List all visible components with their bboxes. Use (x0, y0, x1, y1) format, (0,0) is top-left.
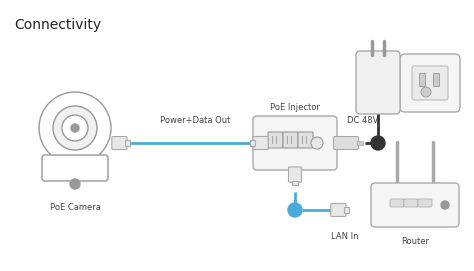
Text: DC 48V: DC 48V (347, 116, 379, 125)
FancyBboxPatch shape (418, 199, 432, 207)
FancyBboxPatch shape (283, 132, 298, 148)
Text: PoE Injector: PoE Injector (270, 103, 320, 112)
FancyBboxPatch shape (356, 51, 400, 114)
FancyBboxPatch shape (400, 54, 460, 112)
Circle shape (62, 115, 88, 141)
Bar (433, 73, 439, 86)
FancyBboxPatch shape (289, 167, 301, 182)
FancyBboxPatch shape (412, 66, 448, 100)
Circle shape (39, 92, 111, 164)
Circle shape (421, 87, 431, 97)
Bar (250, 140, 255, 146)
Text: Power+Data Out: Power+Data Out (160, 116, 230, 125)
FancyBboxPatch shape (298, 132, 313, 148)
Bar (357, 141, 363, 145)
Text: Router: Router (401, 237, 429, 246)
Circle shape (371, 136, 385, 150)
Bar (419, 73, 425, 86)
FancyBboxPatch shape (331, 204, 346, 217)
Circle shape (441, 201, 449, 209)
Text: PoE Camera: PoE Camera (50, 203, 100, 212)
FancyBboxPatch shape (371, 183, 459, 227)
Bar (345, 207, 349, 213)
Text: LAN In: LAN In (331, 232, 359, 241)
Bar (126, 140, 130, 146)
Text: Connectivity: Connectivity (14, 18, 101, 32)
Circle shape (288, 203, 302, 217)
FancyBboxPatch shape (253, 137, 268, 150)
FancyBboxPatch shape (334, 137, 358, 150)
FancyBboxPatch shape (253, 116, 337, 170)
Circle shape (70, 179, 80, 189)
FancyBboxPatch shape (404, 199, 418, 207)
FancyBboxPatch shape (112, 137, 127, 150)
Bar (292, 181, 298, 185)
Circle shape (311, 137, 323, 149)
Circle shape (71, 124, 79, 132)
FancyBboxPatch shape (268, 132, 283, 148)
FancyBboxPatch shape (42, 155, 108, 181)
FancyBboxPatch shape (390, 199, 404, 207)
Circle shape (53, 106, 97, 150)
